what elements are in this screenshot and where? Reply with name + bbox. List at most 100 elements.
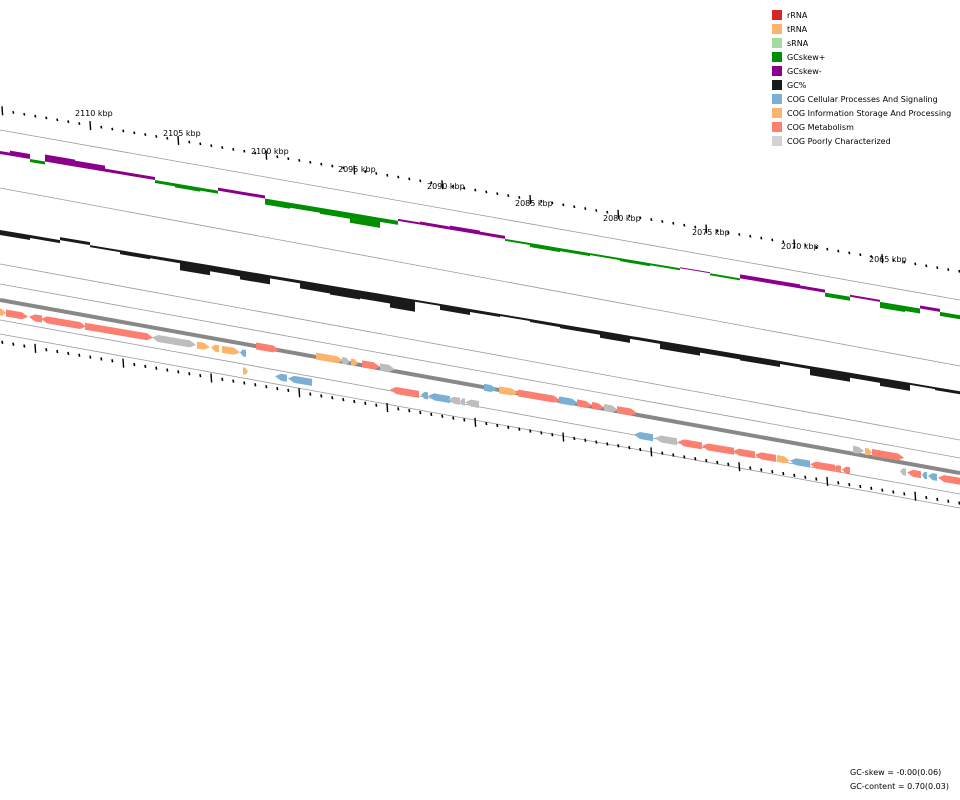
legend-item-rrna: rRNA [772,8,951,22]
gc-content-bar [600,330,630,343]
major-tick [353,165,356,175]
gc-skew-plus-bar [880,301,905,313]
gc-skew-minus-bar [0,151,10,156]
major-tick [826,476,829,486]
gc-content-track [0,230,960,395]
minor-tick [573,205,576,209]
major-tick [177,135,180,145]
gc-content-bar [240,270,270,285]
gene-arrow [655,435,677,446]
gene-arrow [755,452,776,462]
minor-tick [562,203,565,207]
gene-arrow [907,469,921,479]
minor-tick [331,396,334,400]
gene-arrow [810,461,835,472]
ruler-label: 2075 kbp [692,228,730,237]
minor-tick [551,433,554,437]
major-tick [650,447,653,457]
minor-tick [133,362,136,367]
legend-swatch [772,136,782,146]
minor-tick [859,253,862,257]
minor-tick [375,403,378,407]
gene-arrow [465,399,479,408]
minor-tick [419,179,422,183]
minor-tick [155,366,158,370]
gene-arrow [380,363,395,372]
gc-content-bar [30,235,60,244]
minor-tick [716,229,719,233]
gene-arrow [900,468,906,476]
legend-item-cog-poorly: COG Poorly Characterized [772,134,951,148]
gene-arrow [938,475,960,485]
backbone-line [0,298,960,475]
gene-arrow [777,455,790,464]
minor-tick [903,492,906,496]
minor-tick [595,440,598,444]
legend-swatch [772,38,782,48]
minor-tick [870,486,873,490]
minor-tick [78,122,81,125]
gc-content-bar [910,382,935,390]
ruler-label: 2105 kbp [163,129,201,138]
minor-tick [573,436,576,441]
gc-skew-minus-bar [920,305,940,312]
gc-skew-plus-bar [290,202,320,213]
gc-content-bar [700,347,740,360]
gc-content-bar [150,255,180,264]
minor-tick [331,164,334,168]
legend-item-cog-information: COG Information Storage And Processing [772,106,951,120]
ruler-label: 2110 kbp [75,109,113,118]
gene-arrow [617,406,637,416]
minor-tick [672,453,675,457]
minor-tick [155,135,158,138]
ruler-label: 2090 kbp [427,182,465,191]
minor-tick [210,144,213,148]
minor-tick [738,232,741,236]
outer-ruler-ticks [1,106,960,273]
gene-arrow [928,473,937,481]
minor-tick [606,442,609,446]
minor-tick [595,208,598,212]
minor-tick [45,116,48,120]
ruler-label: 2080 kbp [603,214,641,223]
minor-tick [232,147,235,151]
minor-tick [760,236,763,240]
minor-tick [496,192,499,196]
gc-skew-minus-bar [45,154,75,167]
minor-tick [485,190,488,194]
major-tick [265,150,268,160]
gene-arrow [351,358,358,367]
minor-tick [683,223,686,227]
minor-tick [309,160,312,164]
minor-tick [298,159,301,162]
legend-label: GC% [787,80,807,90]
ruler-label: 2070 kbp [781,242,819,251]
minor-tick [144,364,147,369]
gc-content-bar [210,265,240,277]
minor-tick [452,184,455,188]
minor-tick [56,118,59,122]
minor-tick [364,401,367,405]
gc-content-bar [390,295,415,312]
minor-tick [23,344,26,348]
minor-tick [661,220,664,223]
gc-skew-minus-bar [740,274,770,284]
legend-swatch [772,122,782,132]
minor-tick [188,140,191,144]
gc-content-bar [740,354,780,368]
minor-tick [826,247,829,251]
minor-tick [320,162,323,166]
minor-tick [485,421,488,426]
minor-tick [386,173,389,177]
minor-tick [793,473,796,478]
major-tick [705,224,708,234]
minor-tick [45,348,48,352]
gene-arrow [634,432,653,442]
gc-skew-plus-bar [175,183,200,192]
minor-tick [430,181,433,185]
minor-tick [133,131,136,135]
minor-tick [584,438,587,442]
minor-tick [947,499,950,503]
gene-arrow [577,399,592,408]
legend-item-cog-cellular: COG Cellular Processes And Signaling [772,92,951,106]
